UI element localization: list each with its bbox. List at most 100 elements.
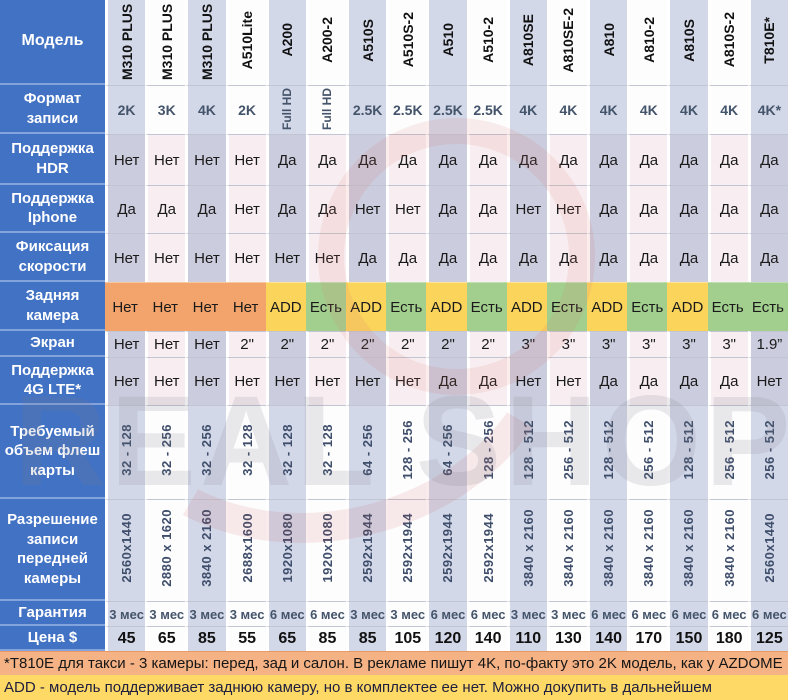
cell-value: Да [197,201,217,218]
row-label-hdr: Поддержка HDR [0,134,105,185]
footnote-t810e: *T810E для такси - 3 камеры: перед, зад … [0,651,788,675]
cell-value: Есть [711,298,744,316]
cell-value: 140 [474,630,502,647]
cell-value: 256 - 512 [761,420,777,480]
cell-value: Да [719,201,739,218]
spec-table-body: Модель M310 PLUS 2K M310 PLUS 3K M310 PLUS … [0,0,788,651]
cell-hdr-A510: Да [426,134,467,185]
cell-value: Нет [113,151,140,169]
cell-value: Да [478,151,498,169]
model-name: A810SE-2 [560,7,577,73]
cell-price-A510S: 85 [346,626,387,651]
cell-value: 3840 x 2160 [681,509,697,587]
cell-format-A510-2: 2.5K [466,85,507,134]
cell-value: Да [679,151,699,169]
cell-value: Нет [515,201,542,218]
model-name: A510 [439,23,456,57]
cell-hdr-A510S-2: Да [386,134,427,185]
cell-resolution-A810SE: 3840 x 2160 [506,499,547,601]
cell-value: 1920x1080 [279,513,295,583]
cell-speed-M310 PLUS 2K: Нет [105,233,146,282]
cell-value: 256 - 512 [560,420,576,480]
cell-screen-A510-2: 2" [466,331,507,357]
cell-value: Да [358,151,377,169]
cell-iphone-A510-2: Да [466,185,507,233]
cell-screen-A200-2: 2" [305,331,347,357]
cell-value: 2" [360,336,375,353]
cell-value: 3 мес [149,606,185,622]
cell-value: Да [478,249,498,267]
cell-value: 3 мес [350,606,385,622]
cell-value: 1.9” [756,336,783,353]
cell-format-A810SE-2: 4K [546,85,588,134]
cell-iphone-A810-2: Да [627,185,668,233]
cell-value: Full HD [320,87,335,130]
cell-value: 1920x1080 [319,513,335,583]
cell-resolution-A200: 1920x1080 [265,499,306,601]
cell-value: 3 мес [551,606,586,622]
cell-value: 64 - 256 [360,424,376,476]
cell-value: Нет [153,336,180,353]
cell-flash-A810-2: 256 - 512 [627,405,668,499]
cell-value: 6 мес [470,606,506,622]
cell-hdr-A510-2: Да [466,134,507,185]
row-label-speed: Фиксация скорости [0,233,105,282]
cell-value: Нет [274,373,301,390]
cell-lte-M310 PLUS 2K: Нет [105,357,146,405]
model-name: T810E* [761,16,778,64]
cell-screen-A810S-2: 3" [707,331,748,357]
row-label-price: Цена $ [0,626,105,651]
cell-value: ADD [269,298,302,316]
model-name: M310 PLUS 4K [198,0,215,80]
cell-value: 3 мес [229,606,265,622]
cell-format-M310 PLUS 3K: 3K [145,85,186,134]
cell-value: 2.5K [393,102,423,118]
cell-value: 65 [157,630,176,647]
cell-flash-A200-2: 32 - 128 [305,405,347,499]
cell-value: 2K [117,102,136,118]
cell-speed-M310 PLUS 4K: Нет [185,233,226,282]
cell-value: Нет [194,151,220,169]
cell-value: 128 - 256 [400,420,416,480]
cell-value: Да [318,201,337,218]
cell-value: 2" [320,336,335,353]
cell-value: 120 [434,630,462,647]
cell-value: 256 - 512 [721,420,737,480]
cell-lte-A810: Да [587,357,628,405]
cell-price-A810: 140 [587,626,628,651]
cell-rear-M310 PLUS 4K: Нет [185,282,226,331]
cell-value: Да [398,151,418,169]
cell-iphone-M310 PLUS 3K: Да [145,185,186,233]
model-name: A510S-2 [399,12,416,68]
cell-value: 3" [521,336,536,353]
cell-value: 2.5K [473,102,503,118]
cell-value: Есть [390,298,423,316]
cell-hdr-A810S: Да [667,134,708,185]
cell-format-A510S-2: 2.5K [386,85,427,134]
cell-speed-M310 PLUS 3K: Нет [145,233,186,282]
cell-screen-A810SE-2: 3" [546,331,588,357]
cell-rear-A510Lite: Нет [225,282,266,331]
cell-value: Нет [153,373,180,390]
cell-value: 6 мес [631,606,667,622]
cell-lte-A510Lite: Нет [225,357,266,405]
cell-value: Да [117,201,136,218]
cell-value: 140 [595,630,622,647]
cell-value: 4K [720,102,739,118]
cell-resolution-T810E*: 2560x1440 [747,499,788,601]
cell-value: Нет [194,336,220,353]
cell-value: 2560x1440 [119,513,135,583]
cell-hdr-A810: Да [587,134,628,185]
cell-iphone-T810E*: Да [747,185,788,233]
cell-screen-A510S-2: 2" [386,331,427,357]
cell-value: 2" [441,336,455,353]
cell-value: 32 - 128 [319,424,335,476]
cell-resolution-A810S: 3840 x 2160 [667,499,708,601]
row-label-flash: Требуемый объем флеш карты [0,405,105,499]
cell-value: 3K [157,102,176,118]
spec-row-price: Цена $ 45 65 85 55 65 85 85 105 120 140 110 130 140 17… [0,626,788,651]
cell-value: Нет [555,201,582,218]
cell-value: 180 [715,630,743,647]
model-header-A810: A810 [587,0,628,85]
cell-iphone-A510Lite: Нет [225,185,266,233]
